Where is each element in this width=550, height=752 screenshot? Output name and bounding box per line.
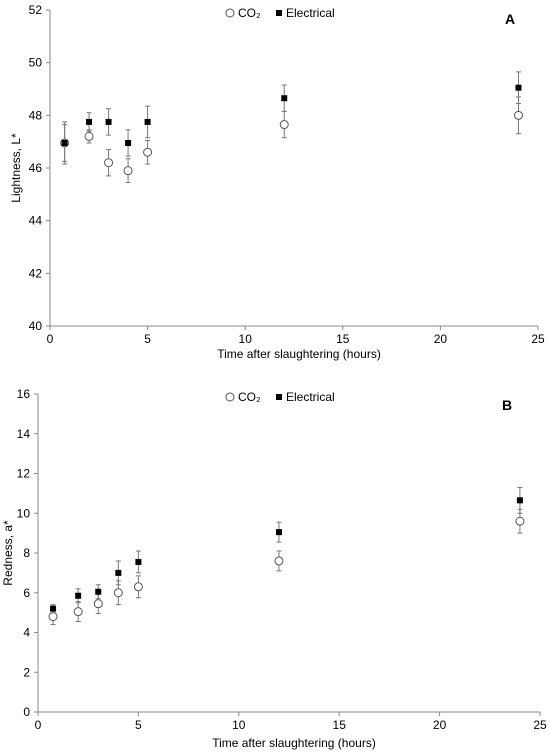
y-tick-label: 46 (29, 161, 43, 175)
legend: CO₂ Electrical (225, 390, 335, 404)
data-point-square (75, 592, 82, 599)
x-axis-title: Time after slaughtering (hours) (217, 347, 381, 361)
data-point-square (515, 84, 522, 91)
x-tick-label: 5 (144, 332, 151, 346)
x-tick-label: 25 (533, 718, 547, 732)
y-axis-title: Redness, a* (1, 520, 15, 586)
legend-marker-circle (225, 8, 235, 18)
legend-label: CO₂ (238, 390, 261, 404)
x-tick-label: 20 (434, 332, 448, 346)
legend-label: Electrical (286, 390, 335, 404)
data-point-circle (48, 612, 58, 622)
data-point-square (50, 605, 57, 612)
y-tick-label: 6 (23, 586, 30, 600)
series-co2 (60, 96, 523, 183)
x-tick-label: 0 (47, 332, 54, 346)
data-point-circle (143, 147, 153, 157)
y-tick-label: 52 (29, 3, 43, 17)
y-tick-label: 16 (17, 387, 31, 401)
y-tick-label: 10 (17, 506, 31, 520)
data-point-circle (84, 131, 94, 141)
y-tick-label: 44 (29, 214, 43, 228)
y-tick-label: 8 (23, 546, 30, 560)
data-point-square (516, 497, 523, 504)
y-tick-label: 0 (23, 705, 30, 719)
data-point-circle (133, 582, 143, 592)
x-tick-label: 15 (336, 332, 350, 346)
x-tick-label: 20 (433, 718, 447, 732)
data-point-square (275, 529, 282, 536)
x-axis-title: Time after slaughtering (hours) (212, 736, 376, 750)
chart-panel-a: 0 5 10 15 20 25 40 42 44 46 48 50 52 Time after slaug… (9, 3, 545, 361)
y-tick-label: 4 (23, 626, 30, 640)
legend-marker-circle (225, 392, 235, 402)
y-tick-label: 50 (29, 56, 43, 70)
legend-label: Electrical (286, 6, 335, 20)
legend-marker-square (276, 10, 282, 16)
x-tick-label: 10 (239, 332, 253, 346)
data-point-square (95, 588, 102, 595)
y-axis-title: Lightness, L* (9, 133, 23, 203)
y-tick-label: 48 (29, 108, 43, 122)
legend-label: CO₂ (238, 6, 261, 20)
y-tick-label: 42 (29, 266, 43, 280)
y-tick-label: 14 (17, 427, 31, 441)
y-tick-label: 2 (23, 665, 30, 679)
data-point-circle (123, 166, 133, 176)
data-point-square (86, 118, 93, 125)
x-tick-label: 25 (531, 332, 545, 346)
data-point-square (105, 118, 112, 125)
chart-panel-b: 0 5 10 15 20 25 0 2 4 6 8 10 12 14 16 Time after slaugh… (1, 387, 547, 750)
x-tick-label: 15 (333, 718, 347, 732)
data-point-square (281, 95, 288, 102)
data-point-circle (515, 516, 525, 526)
series-electrical (50, 486, 523, 614)
x-tick-label: 5 (135, 718, 142, 732)
panel-label: B (502, 397, 512, 413)
data-point-square (135, 558, 142, 565)
series-co2 (48, 508, 525, 626)
panel-label: A (505, 11, 515, 27)
data-point-circle (279, 120, 289, 130)
y-tick-label: 12 (17, 467, 31, 481)
data-point-square (125, 139, 132, 146)
data-point-square (115, 569, 122, 576)
data-point-circle (93, 599, 103, 609)
data-point-circle (274, 556, 284, 566)
data-point-circle (73, 607, 83, 617)
data-point-circle (113, 588, 123, 598)
x-tick-label: 0 (35, 718, 42, 732)
legend: CO₂ Electrical (225, 6, 335, 20)
data-point-circle (104, 158, 114, 168)
legend-marker-square (276, 394, 282, 400)
data-point-circle (513, 110, 523, 120)
data-point-square (61, 139, 68, 146)
data-point-square (144, 118, 151, 125)
y-tick-label: 40 (29, 319, 43, 333)
x-tick-label: 10 (232, 718, 246, 732)
series-electrical (61, 71, 522, 162)
